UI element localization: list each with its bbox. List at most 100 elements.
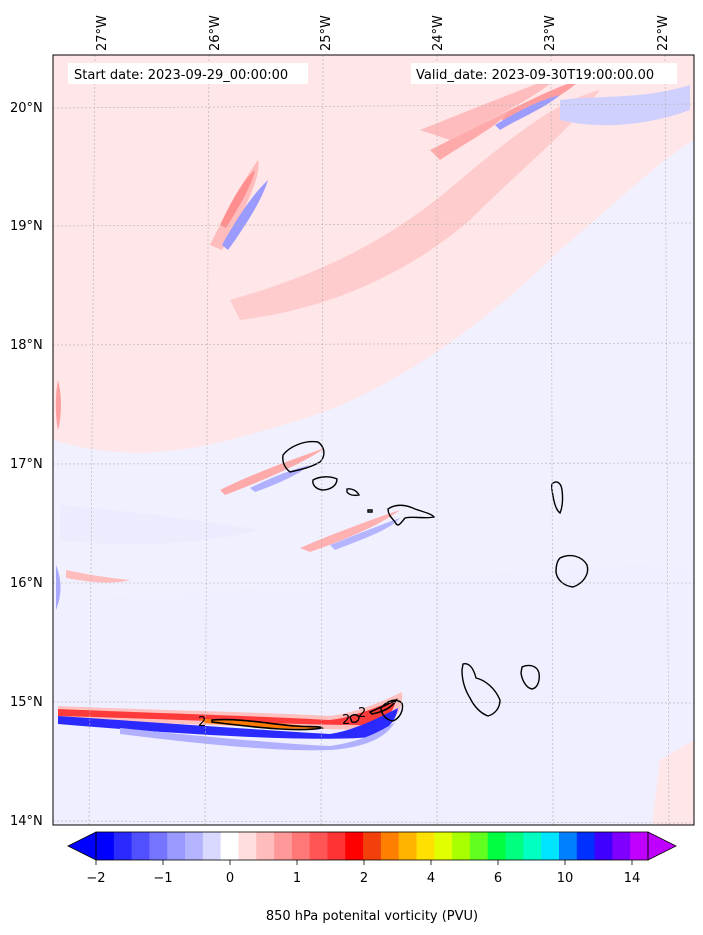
colorbar-cell <box>505 832 524 860</box>
colorbar-cell <box>541 832 560 860</box>
colorbar-cell <box>630 832 649 860</box>
colorbar-cell <box>185 832 204 860</box>
valid-date-box <box>411 63 677 84</box>
colorbar-tick-label: −1 <box>153 871 172 886</box>
map-area: 2 2 2 <box>53 55 694 825</box>
negative-pv-patch <box>560 85 690 126</box>
lat-label: 16°N <box>10 576 43 591</box>
positive-pv-streak <box>220 170 255 228</box>
lat-label: 19°N <box>10 219 43 234</box>
lon-label: 26°W <box>208 15 223 51</box>
colorbar-tick-label: 0 <box>226 871 234 886</box>
island-santa-luzia <box>346 488 361 497</box>
lat-label: 15°N <box>10 695 43 710</box>
island-fogo <box>380 699 404 722</box>
gridlines <box>53 55 694 825</box>
latitude-labels: 20°N 19°N 18°N 17°N 16°N 15°N 14°N <box>10 101 43 829</box>
lavender-blob-lower-left <box>60 505 260 545</box>
colorbar-tick-label: 14 <box>624 871 641 886</box>
contour-label: 2 <box>358 706 366 721</box>
colorbar-tick-label: 10 <box>557 871 574 886</box>
colorbar-cell <box>612 832 631 860</box>
colorbar-tick-label: 6 <box>494 871 502 886</box>
positive-pv-streak <box>300 510 400 552</box>
lon-label: 24°W <box>431 15 446 51</box>
colorbar-cell <box>167 832 186 860</box>
colorbar-cell <box>576 832 595 860</box>
island-boavista <box>555 554 589 588</box>
colorbar-cell <box>238 832 257 860</box>
positive-pv-streak <box>430 110 510 160</box>
colorbar-cell <box>398 832 417 860</box>
island-santo-antao <box>282 440 325 473</box>
lon-label: 23°W <box>543 15 558 51</box>
negative-pv-streak <box>222 180 268 250</box>
colorbar-cell <box>434 832 453 860</box>
lat-label: 20°N <box>10 101 43 116</box>
colorbar-cell <box>149 832 168 860</box>
colorbar-cell <box>291 832 311 860</box>
colorbar-cells <box>96 832 649 860</box>
valid-date-text: Valid_date: 2023-09-30T19:00:00.00 <box>416 68 654 83</box>
colorbar-cell <box>558 832 578 860</box>
lon-label: 22°W <box>656 15 671 51</box>
colorbar-frame <box>95 831 649 861</box>
colorbar-cell <box>202 832 222 860</box>
negative-pv-streak <box>495 95 560 130</box>
pv-dipole-band-light-blue <box>120 722 395 751</box>
island-sao-nicolau <box>387 504 436 526</box>
colorbar-cell <box>523 832 542 860</box>
colorbar-cell <box>327 832 346 860</box>
colorbar-cell <box>131 832 150 860</box>
colorbar-tick-label: 4 <box>427 871 435 886</box>
colorbar-cell <box>594 832 613 860</box>
colorbar-title: 850 hPa potenital vorticity (PVU) <box>266 909 478 924</box>
start-date-box <box>68 63 308 84</box>
positive-pv-streak <box>230 90 600 320</box>
map-frame <box>52 54 695 826</box>
colorbar-cell <box>274 832 293 860</box>
colorbar-cell <box>113 832 133 860</box>
pv-dipole-band-blue <box>58 708 398 739</box>
pink-strip-bottom-right <box>652 740 694 825</box>
colorbar-extend-right <box>647 831 677 861</box>
island-brava <box>349 714 360 723</box>
colorbar-cell <box>380 832 400 860</box>
colorbar-cell <box>416 832 435 860</box>
lat-label: 17°N <box>10 457 43 472</box>
colorbar-tick-label: 1 <box>293 871 301 886</box>
start-date-text: Start date: 2023-09-29_00:00:00 <box>74 68 288 83</box>
contour-label: 2 <box>342 713 350 728</box>
island-maio <box>520 664 540 690</box>
lat-label: 14°N <box>10 814 43 829</box>
positive-pv-streak <box>220 448 325 495</box>
negative-pv-streak <box>250 465 310 492</box>
island-sao-vicente <box>312 476 338 491</box>
colorbar-tick-label: −2 <box>86 871 105 886</box>
lon-label: 25°W <box>319 15 334 51</box>
island-santiago <box>461 663 501 717</box>
colorbar-cell <box>487 832 506 860</box>
colorbar-cell <box>452 832 471 860</box>
lat-label: 18°N <box>10 338 43 353</box>
colorbar-cell <box>309 832 328 860</box>
colorbar-cell <box>363 832 382 860</box>
colorbar-cell <box>256 832 275 860</box>
positive-pv-streak <box>55 380 61 430</box>
colorbar-cell <box>345 832 364 860</box>
negative-pv-streak <box>56 565 61 610</box>
coastlines <box>282 440 589 723</box>
island-branco <box>367 509 373 513</box>
contour-label: 2 <box>198 715 206 730</box>
colorbar-cell <box>469 832 489 860</box>
contour-2pvu <box>211 718 324 731</box>
colorbar-ticks: −2 −1 0 1 2 4 6 10 14 <box>86 860 640 886</box>
colorbar-cell <box>220 832 239 860</box>
negative-pv-streak <box>330 518 400 550</box>
positive-pv-streak <box>420 75 560 140</box>
colorbar: −2 −1 0 1 2 4 6 10 14 850 hPa potenital vorticit… <box>67 831 677 924</box>
lon-label: 27°W <box>95 15 110 51</box>
longitude-labels: 27°W 26°W 25°W 24°W 23°W 22°W <box>95 15 671 51</box>
colorbar-cell <box>96 832 115 860</box>
